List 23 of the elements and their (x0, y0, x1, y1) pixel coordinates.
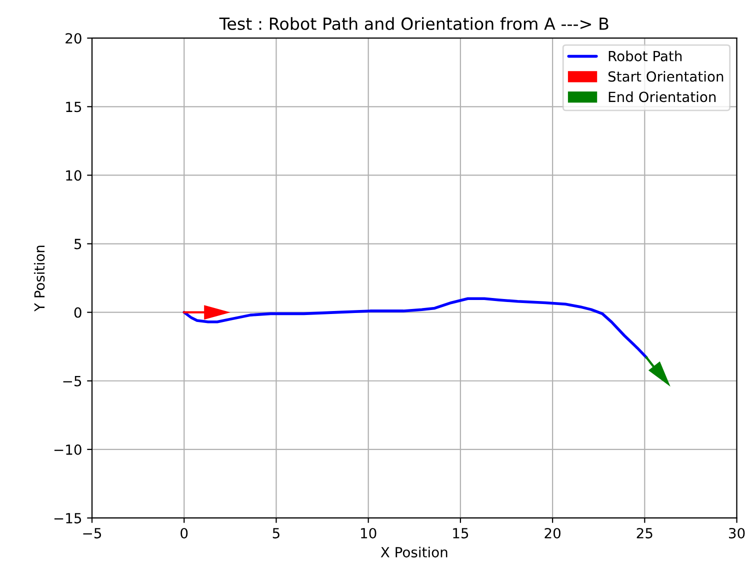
y-tick-label: 0 (74, 307, 82, 318)
x-tick-label: −5 (83, 528, 102, 538)
legend-label: Start Orientation (608, 71, 724, 82)
y-tick-label: 15 (66, 102, 82, 112)
x-tick-label: 30 (729, 528, 745, 538)
x-tick-label: 0 (180, 528, 188, 538)
x-tick-label: 20 (544, 528, 560, 538)
y-tick-label: −5 (63, 376, 82, 386)
x-tick-label: 5 (272, 528, 280, 538)
x-tick-label: 25 (636, 528, 652, 538)
legend-label: End Orientation (608, 91, 716, 102)
x-tick-label: 15 (453, 528, 468, 538)
y-tick-label: −10 (54, 444, 82, 455)
y-tick-label: 5 (74, 238, 82, 250)
y-tick-label: 20 (66, 33, 82, 44)
x-tick-label: 10 (361, 528, 376, 538)
y-axis-title: Y Position (34, 246, 45, 312)
x-axis-title: X Position (380, 546, 448, 558)
y-tick-label: −15 (54, 513, 82, 524)
line-series (182, 297, 648, 359)
legend-label: Robot Path (608, 50, 682, 62)
chart-title: Test : Robot Path and Orientation from A ---> B (219, 17, 608, 30)
y-tick-label: 10 (66, 170, 82, 181)
